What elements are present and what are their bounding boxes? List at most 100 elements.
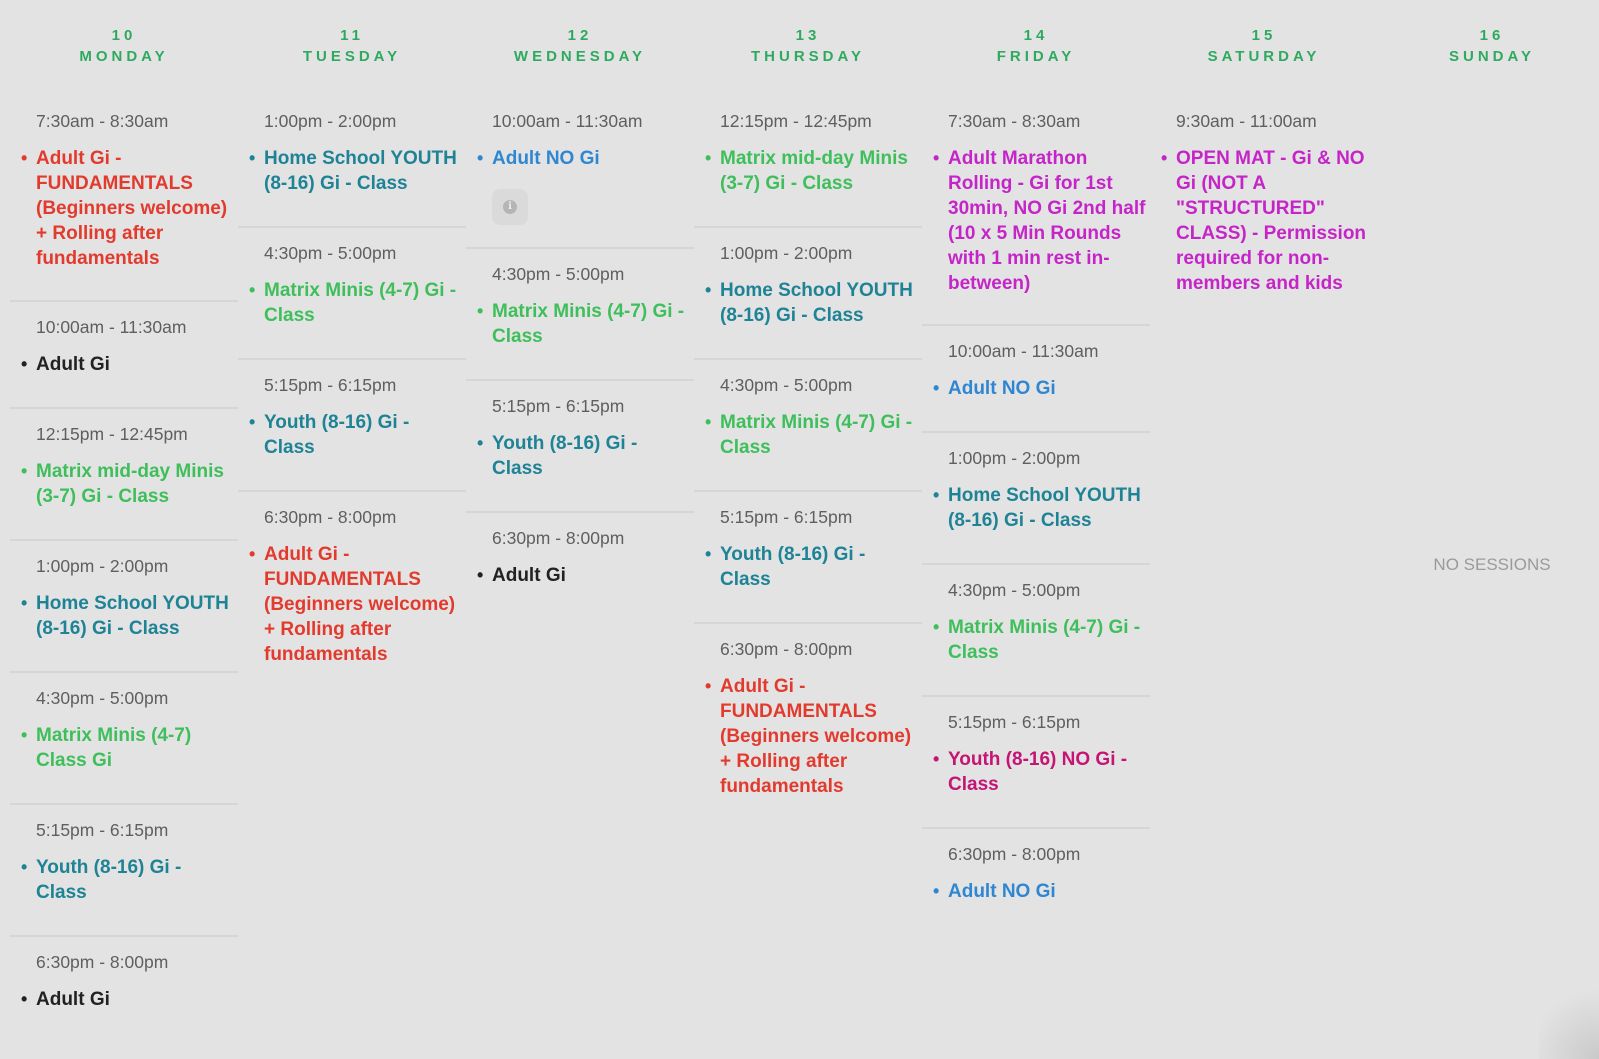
session-title[interactable]: • Home School YOUTH (8-16) Gi - Class (705, 278, 918, 328)
session-time: 7:30am - 8:30am (948, 111, 1081, 131)
session-time: 4:30pm - 5:00pm (720, 375, 853, 395)
info-button[interactable]: i (492, 189, 528, 225)
session-title[interactable]: • Matrix Minis (4-7) Gi - Class (477, 299, 690, 349)
session-time: 6:30pm - 8:00pm (492, 528, 625, 548)
bullet-dot-icon: • (705, 412, 712, 432)
session-title-text: Adult Gi - FUNDAMENTALS (Beginners welco… (720, 676, 912, 797)
no-sessions-label: NO SESSIONS (1433, 555, 1551, 574)
session-title[interactable]: • Adult NO Gi (477, 146, 690, 171)
session-title[interactable]: • Adult Gi (477, 563, 690, 588)
session-event[interactable]: 6:30pm - 8:00pm • Adult Gi - FUNDAMENTALS … (238, 492, 466, 672)
day-name: SATURDAY (1207, 48, 1321, 65)
session-event[interactable]: 10:00am - 11:30am • Adult Gi (10, 302, 238, 409)
session-event[interactable]: 4:30pm - 5:00pm • Matrix Minis (4-7) Gi - … (238, 228, 466, 360)
session-time: 6:30pm - 8:00pm (36, 952, 169, 972)
week-calendar: 10 MONDAY 7:30am - 8:30am • Adult Gi - FUNDA… (10, 0, 1590, 1059)
session-event[interactable]: 12:15pm - 12:45pm • Matrix mid-day Minis (… (10, 409, 238, 541)
session-event[interactable]: 4:30pm - 5:00pm • Matrix Minis (4-7) Class… (10, 673, 238, 805)
day-header: 12 WEDNESDAY (466, 0, 694, 96)
session-time: 1:00pm - 2:00pm (948, 448, 1081, 468)
session-title[interactable]: • Adult NO Gi (933, 376, 1146, 401)
session-title-text: Home School YOUTH (8-16) Gi - Class (720, 280, 913, 326)
session-event[interactable]: 7:30am - 8:30am • Adult Gi - FUNDAMENTALS … (10, 96, 238, 302)
bullet-dot-icon: • (933, 148, 940, 168)
day-column-thursday: 13 THURSDAY 12:15pm - 12:45pm • Matrix mid-d… (694, 0, 922, 1059)
session-event[interactable]: 6:30pm - 8:00pm • Adult NO Gi (922, 829, 1150, 936)
session-event[interactable]: 7:30am - 8:30am • Adult Marathon Rolling -… (922, 96, 1150, 326)
session-title[interactable]: • Home School YOUTH (8-16) Gi - Class (249, 146, 462, 196)
session-event[interactable]: 10:00am - 11:30am • Adult NO Gi (922, 326, 1150, 433)
session-title-text: Matrix Minis (4-7) Gi - Class (720, 412, 913, 458)
session-event[interactable]: 1:00pm - 2:00pm • Home School YOUTH (8-16)… (922, 433, 1150, 565)
session-time: 9:30am - 11:00am (1176, 111, 1317, 131)
session-title-text: Adult Marathon Rolling - Gi for 1st 30mi… (948, 148, 1146, 294)
bullet-dot-icon: • (933, 617, 940, 637)
session-title[interactable]: • Matrix mid-day Minis (3-7) Gi - Class (21, 459, 234, 509)
session-title-text: Adult Gi (36, 989, 110, 1010)
session-title[interactable]: • OPEN MAT - Gi & NO Gi (NOT A "STRUCTURE… (1161, 146, 1374, 296)
day-header: 15 SATURDAY (1150, 0, 1378, 96)
day-column-friday: 14 FRIDAY 7:30am - 8:30am • Adult Marathon R… (922, 0, 1150, 1059)
session-event[interactable]: 5:15pm - 6:15pm • Youth (8-16) Gi - Class (466, 381, 694, 513)
session-event[interactable]: 1:00pm - 2:00pm • Home School YOUTH (8-16)… (10, 541, 238, 673)
session-title[interactable]: • Matrix Minis (4-7) Gi - Class (249, 278, 462, 328)
session-title-text: Adult NO Gi (948, 378, 1056, 399)
session-event[interactable]: 4:30pm - 5:00pm • Matrix Minis (4-7) Gi - … (922, 565, 1150, 697)
session-title-text: OPEN MAT - Gi & NO Gi (NOT A "STRUCTURED… (1176, 148, 1367, 294)
day-column-tuesday: 11 TUESDAY 1:00pm - 2:00pm • Home School YOU… (238, 0, 466, 1059)
session-event[interactable]: 4:30pm - 5:00pm • Matrix Minis (4-7) Gi - … (466, 249, 694, 381)
session-event[interactable]: 10:00am - 11:30am • Adult NO Gi i (466, 96, 694, 249)
session-title[interactable]: • Home School YOUTH (8-16) Gi - Class (933, 483, 1146, 533)
session-event[interactable]: 5:15pm - 6:15pm • Youth (8-16) Gi - Class (10, 805, 238, 937)
session-title-text: Matrix Minis (4-7) Gi - Class (492, 301, 685, 347)
session-event[interactable]: 6:30pm - 8:00pm • Adult Gi (466, 513, 694, 620)
session-time: 5:15pm - 6:15pm (948, 712, 1081, 732)
session-time: 12:15pm - 12:45pm (36, 424, 188, 444)
session-title[interactable]: • Matrix Minis (4-7) Class Gi (21, 723, 208, 773)
day-name: FRIDAY (996, 48, 1076, 65)
day-column-wednesday: 12 WEDNESDAY 10:00am - 11:30am • Adult NO Gi… (466, 0, 694, 1059)
day-number: 12 (567, 27, 593, 44)
session-title[interactable]: • Youth (8-16) NO Gi - Class (933, 747, 1146, 797)
session-event[interactable]: 1:00pm - 2:00pm • Home School YOUTH (8-16)… (238, 96, 466, 228)
bullet-dot-icon: • (249, 412, 256, 432)
session-title[interactable]: • Matrix mid-day Minis (3-7) Gi - Class (705, 146, 918, 196)
corner-shadow (1539, 979, 1599, 1059)
session-title-text: Matrix Minis (4-7) Gi - Class (948, 617, 1141, 663)
session-title[interactable]: • Youth (8-16) Gi - Class (477, 431, 690, 481)
session-title[interactable]: • Adult Gi - FUNDAMENTALS (Beginners welc… (249, 542, 462, 667)
session-title[interactable]: • Matrix Minis (4-7) Gi - Class (705, 410, 918, 460)
session-time: 4:30pm - 5:00pm (492, 264, 625, 284)
session-time: 5:15pm - 6:15pm (720, 507, 853, 527)
session-event[interactable]: 4:30pm - 5:00pm • Matrix Minis (4-7) Gi - … (694, 360, 922, 492)
session-title[interactable]: • Adult Gi - FUNDAMENTALS (Beginners welc… (21, 146, 234, 271)
session-title-text: Adult NO Gi (948, 881, 1056, 902)
day-number: 10 (111, 27, 137, 44)
session-title[interactable]: • Adult Gi (21, 352, 234, 377)
day-number: 15 (1251, 27, 1277, 44)
session-event[interactable]: 5:15pm - 6:15pm • Youth (8-16) Gi - Class (238, 360, 466, 492)
session-time: 1:00pm - 2:00pm (264, 111, 397, 131)
session-event[interactable]: 12:15pm - 12:45pm • Matrix mid-day Minis (… (694, 96, 922, 228)
session-title[interactable]: • Matrix Minis (4-7) Gi - Class (933, 615, 1146, 665)
session-event[interactable]: 6:30pm - 8:00pm • Adult Gi - FUNDAMENTALS … (694, 624, 922, 804)
bullet-dot-icon: • (933, 485, 940, 505)
day-number: 16 (1479, 27, 1505, 44)
day-header: 13 THURSDAY (694, 0, 922, 96)
session-event[interactable]: 9:30am - 11:00am • OPEN MAT - Gi & NO Gi (… (1150, 96, 1378, 316)
session-title[interactable]: • Adult Marathon Rolling - Gi for 1st 30m… (933, 146, 1146, 296)
session-title[interactable]: • Youth (8-16) Gi - Class (21, 855, 234, 905)
session-event[interactable]: 5:15pm - 6:15pm • Youth (8-16) NO Gi - Cla… (922, 697, 1150, 829)
session-title[interactable]: • Youth (8-16) Gi - Class (249, 410, 462, 460)
session-event[interactable]: 6:30pm - 8:00pm • Adult Gi (10, 937, 238, 1044)
session-title[interactable]: • Adult NO Gi (933, 879, 1146, 904)
session-time: 10:00am - 11:30am (36, 317, 187, 337)
session-title[interactable]: • Home School YOUTH (8-16) Gi - Class (21, 591, 234, 641)
session-event[interactable]: 1:00pm - 2:00pm • Home School YOUTH (8-16)… (694, 228, 922, 360)
session-event[interactable]: 5:15pm - 6:15pm • Youth (8-16) Gi - Class (694, 492, 922, 624)
session-title[interactable]: • Adult Gi - FUNDAMENTALS (Beginners welc… (705, 674, 918, 799)
session-title[interactable]: • Adult Gi (21, 987, 234, 1012)
session-title-text: Adult Gi - FUNDAMENTALS (Beginners welco… (36, 148, 228, 269)
bullet-dot-icon: • (21, 148, 28, 168)
session-title[interactable]: • Youth (8-16) Gi - Class (705, 542, 918, 592)
